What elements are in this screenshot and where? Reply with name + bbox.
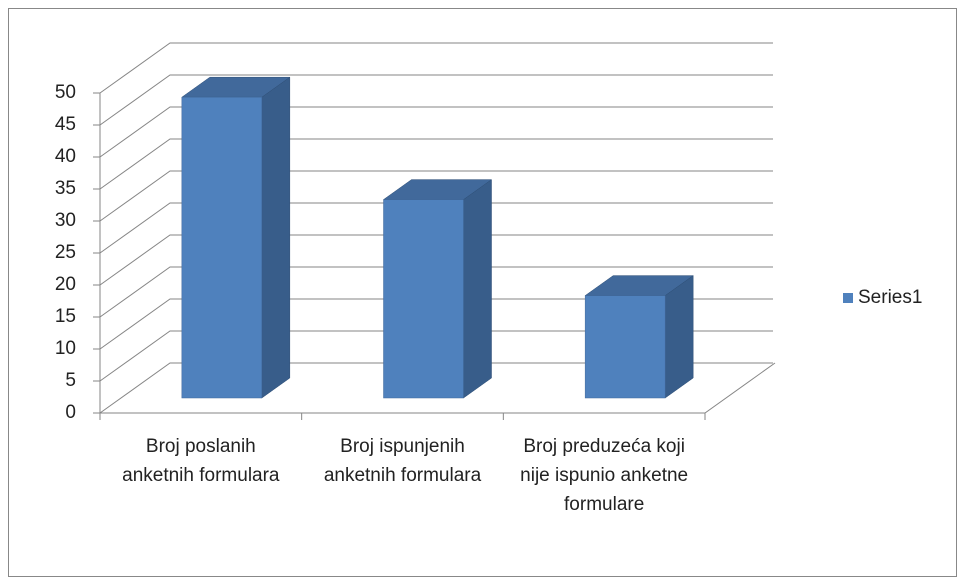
y-tick-label: 10 [55,338,76,359]
x-tick-label: Broj ispunjenih anketnih formulara [323,436,482,486]
y-tick-label: 0 [65,402,76,423]
y-tick-label: 20 [55,274,76,295]
bar-side [463,179,492,399]
grid-line [99,362,773,414]
bar [584,275,694,399]
grid-line [99,106,773,158]
bar [181,76,291,399]
bar-side [664,275,694,399]
grid-line [99,170,773,222]
bar-side [261,76,291,399]
y-tick-label: 40 [55,146,76,167]
grid-line [99,298,773,350]
chart-border [8,8,957,577]
grid-line [99,138,773,190]
bar-front [584,295,666,399]
y-tick-label: 30 [55,210,76,231]
grid-line [99,266,773,318]
grid-line [99,234,773,286]
x-tick-label: Broj preduzeća koji nije ispunio anketne… [520,436,689,515]
bar [382,179,493,399]
y-tick-label: 35 [55,178,76,199]
legend-label: Series1 [858,287,922,308]
y-tick-label: 50 [55,82,76,103]
grid-line [99,202,773,254]
bar-front [383,199,464,399]
grid-line [99,330,773,382]
grid-line [99,42,773,94]
grid-line [99,74,773,126]
x-tick-label: Broj poslanih anketnih formulara [122,436,280,486]
legend-swatch [843,293,853,303]
y-tick-label: 25 [55,242,76,263]
y-tick-label: 5 [65,370,76,391]
bar-front [181,96,263,399]
y-tick-label: 45 [55,114,76,135]
y-tick-label: 15 [55,306,76,327]
